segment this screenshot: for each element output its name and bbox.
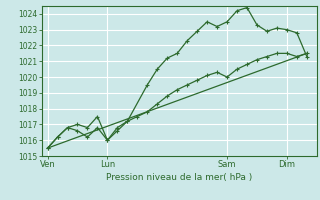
X-axis label: Pression niveau de la mer( hPa ): Pression niveau de la mer( hPa ) xyxy=(106,173,252,182)
